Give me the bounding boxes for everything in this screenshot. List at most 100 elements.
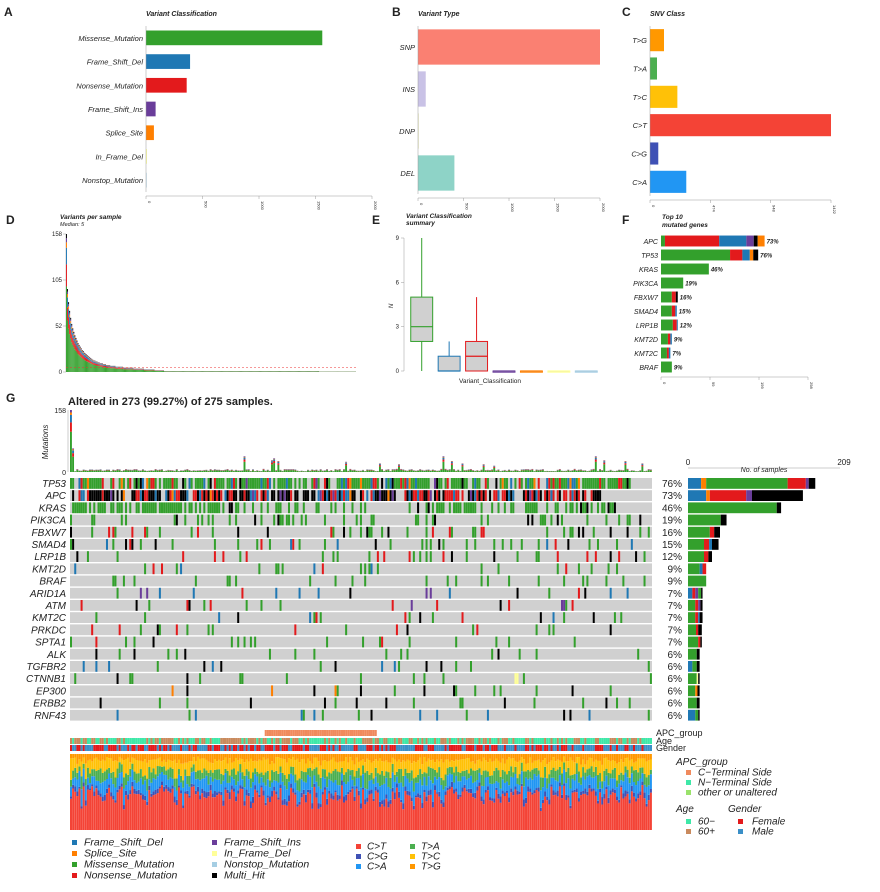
apc-group-cell xyxy=(414,730,418,736)
sample-bar xyxy=(97,364,99,367)
sample-bar xyxy=(112,368,114,372)
gender-cell xyxy=(491,745,494,751)
sample-mutation-bar xyxy=(108,470,110,472)
sample-bar xyxy=(128,368,130,370)
sample-bar xyxy=(107,366,109,368)
mutation-cell xyxy=(474,539,477,550)
sample-bar xyxy=(304,371,306,372)
sample-bar xyxy=(94,361,96,364)
gene-count-segment xyxy=(708,551,712,562)
apc-group-cell xyxy=(139,730,142,736)
chart-title: Variants per sample xyxy=(60,214,122,221)
sample-mutation-bar xyxy=(298,471,301,472)
sample-mutation-bar xyxy=(508,470,510,472)
sample-bar xyxy=(102,365,104,368)
sample-mutation-bar xyxy=(133,470,136,472)
mutation-cell xyxy=(412,551,415,562)
sample-bar xyxy=(86,356,87,359)
sample-bar xyxy=(105,364,106,366)
mutation-cell xyxy=(453,478,456,489)
gender-cell xyxy=(514,745,517,751)
mutation-cell xyxy=(385,490,388,501)
age-cell xyxy=(446,738,449,744)
sample-bar xyxy=(286,371,288,372)
sample-bar xyxy=(74,337,76,339)
mutation-cell xyxy=(296,490,299,501)
sample-bar xyxy=(124,369,125,372)
gene-count-segment xyxy=(712,539,719,550)
sample-bar xyxy=(159,370,161,372)
mutation-cell xyxy=(647,526,650,538)
sample-mutation-bar xyxy=(158,470,161,472)
apc-group-cell xyxy=(91,730,94,736)
gene-label: LRP1B xyxy=(34,552,66,563)
sample-bar xyxy=(148,370,150,372)
sample-mutation-bar xyxy=(249,471,252,472)
gender-cell xyxy=(285,745,288,751)
sample-bar xyxy=(236,371,238,372)
mutation-cell xyxy=(260,600,263,611)
apc-group-cell xyxy=(516,730,519,736)
sample-bar xyxy=(133,369,135,370)
mutation-cell xyxy=(408,612,411,623)
gene-label: LRP1B xyxy=(636,323,659,330)
gender-cell xyxy=(518,745,521,751)
mutation-cell xyxy=(254,514,257,526)
mutation-cell xyxy=(95,478,98,489)
category-label: T>C xyxy=(633,93,648,102)
mutation-cell xyxy=(406,490,409,501)
sample-mutation-bar xyxy=(209,470,212,472)
mutation-cell xyxy=(220,490,223,501)
mutation-cell xyxy=(501,478,504,489)
sample-bar xyxy=(70,321,72,324)
age-cell xyxy=(171,738,174,744)
mutation-cell xyxy=(567,539,570,550)
apc-group-cell xyxy=(491,730,494,736)
gene-label: SPTA1 xyxy=(35,638,66,649)
gender-cell xyxy=(315,745,318,751)
mutation-cell xyxy=(228,514,231,526)
sample-bar xyxy=(279,371,280,372)
gender-cell xyxy=(205,745,208,751)
sample-mutation-bar xyxy=(328,471,331,472)
gender-cell xyxy=(330,745,333,751)
sample-bar xyxy=(66,264,67,287)
mutation-cell xyxy=(370,478,373,489)
sample-mutation-bar xyxy=(505,471,508,472)
sample-mutation-bar xyxy=(453,470,455,472)
sample-mutation-bar xyxy=(105,470,108,472)
apc-group-cell xyxy=(216,730,219,736)
gender-cell xyxy=(290,745,293,751)
mutation-cell xyxy=(245,478,248,489)
sample-bar xyxy=(122,368,124,370)
gene-bar-segment xyxy=(661,249,731,261)
mutation-cell xyxy=(277,490,280,501)
gender-cell xyxy=(169,745,172,751)
mutation-cell xyxy=(228,575,231,587)
category-label: DNP xyxy=(399,127,415,136)
mutation-cell xyxy=(622,575,625,587)
sample-bar xyxy=(66,247,67,265)
sample-mutation-bar xyxy=(649,470,652,472)
age-cell xyxy=(383,738,386,744)
mutation-cell xyxy=(480,575,483,587)
sample-mutation-bar xyxy=(232,471,235,472)
mutation-cell xyxy=(72,502,75,514)
gender-cell xyxy=(188,745,191,751)
age-cell xyxy=(114,738,117,744)
sample-bar xyxy=(82,353,84,356)
mutation-cell xyxy=(472,478,475,489)
sample-bar xyxy=(269,371,271,372)
mutation-cell xyxy=(357,709,360,721)
sample-mutation-bar xyxy=(501,471,504,472)
apc-group-cell xyxy=(393,730,396,736)
gender-cell xyxy=(213,745,217,751)
sample-bar xyxy=(130,368,132,370)
mutation-cell xyxy=(275,587,278,599)
mutation-cell xyxy=(605,514,608,526)
apc-group-cell xyxy=(448,730,451,736)
sample-bar xyxy=(207,371,209,372)
gender-cell xyxy=(436,745,439,751)
sample-mutation-bar xyxy=(596,471,599,472)
sample-bar xyxy=(72,344,74,372)
